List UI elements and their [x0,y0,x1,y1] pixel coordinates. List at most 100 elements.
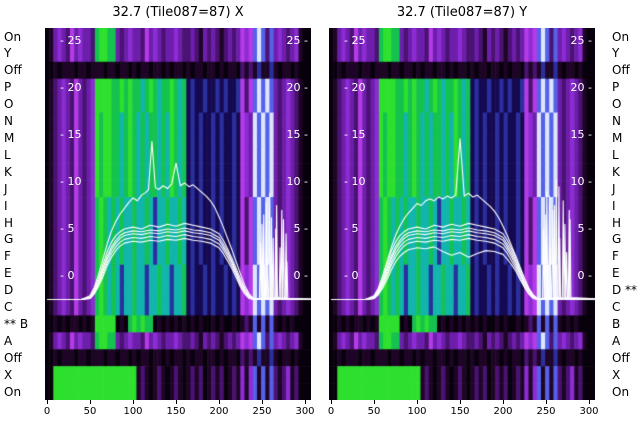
row-label-left: I [4,198,8,213]
y-tick-label-right: 25 - [286,34,308,47]
row-label-right: Off [612,350,630,365]
row-label-left: M [4,130,15,145]
row-label-right: Y [612,46,620,61]
x-tick-label: 250 [252,406,272,417]
y-tick-label-right: 10 - [286,175,308,188]
row-label-left: C [4,300,13,314]
y-tick-label-left: - 20 [60,81,82,94]
row-label-left: N [4,114,13,128]
x-tick-label: 50 [367,406,381,417]
y-tick-label-left: - 15 [60,128,82,141]
y-tick-label-left: - 15 [344,128,366,141]
row-label-left: D [4,283,14,298]
row-label-left: K [4,164,12,179]
x-tick-label: 250 [536,406,556,417]
row-label-left: E [4,266,12,281]
x-tick-label: 100 [407,406,427,417]
y-tick-label-left: - 25 [60,34,82,47]
y-tick-label-left: - 0 [344,269,359,282]
x-tick-mark [47,400,48,404]
x-tick-mark [133,400,134,404]
row-label-right: E [612,266,620,281]
panel-x-title: 32.7 (Tile087=87) X [112,5,244,20]
row-label-right: On [612,29,630,44]
row-label-right: G [612,232,622,247]
y-tick-label-left: - 20 [344,81,366,94]
x-tick-label: 150 [166,406,186,417]
heatmap-x-canvas [45,28,311,400]
row-label-right: M [612,130,623,145]
row-label-left: ** B [4,316,29,331]
y-tick-label-left: - 25 [344,34,366,47]
row-label-left: Off [4,63,22,78]
y-tick-label-right: 20 - [286,81,308,94]
y-tick-label-left: - 0 [60,269,75,282]
row-label-left: Off [4,350,22,365]
x-tick-mark [417,400,418,404]
y-tick-label-right: 25 - [570,34,592,47]
row-label-left: X [4,367,13,382]
row-label-left: J [4,181,8,196]
row-labels-right: On Y Off P O N M L K J I H G F E D ** C B A Off X On [606,28,640,400]
row-labels-left: On Y Off P O N M L K J I H G F E D C ** B A Off X On [0,28,44,400]
heatmap-y-canvas [329,28,595,400]
y-tick-label-left: - 5 [60,222,75,235]
y-tick-label-right: 0 - [577,269,592,282]
row-label-right: H [612,215,622,230]
x-tick-mark [262,400,263,404]
panel-x-pol: 32.7 (Tile087=87) X - 25 25 - - 20 20 - - 15… [44,5,315,417]
y-tick-label-right: 5 - [293,222,308,235]
y-tick-label-left: - 10 [344,175,366,188]
row-label-left: On [4,29,22,44]
y-tick-label-left: - 5 [344,222,359,235]
row-label-right: Off [612,63,630,78]
row-label-right: X [612,367,621,382]
x-tick-mark [176,400,177,404]
row-label-left: F [4,249,11,264]
y-tick-label-right: 0 - [293,269,308,282]
panel-y-pol: 32.7 (Tile087=87) Y - 25 25 - - 20 20 - - 15… [328,5,599,417]
x-tick-mark [305,400,306,404]
row-label-left: O [4,97,14,112]
row-label-right: D ** [612,283,638,298]
row-label-left: A [4,333,13,348]
row-label-right: C [612,300,621,314]
row-label-left: On [4,384,22,399]
x-tick-label: 300 [295,406,315,417]
x-tick-label: 50 [83,406,97,417]
x-tick-label: 150 [450,406,470,417]
y-tick-label-right: 15 - [286,128,308,141]
row-label-left: G [4,232,14,247]
row-label-right: F [612,249,619,264]
x-tick-mark [460,400,461,404]
y-tick-label-left: - 10 [60,175,82,188]
row-label-right: I [612,198,616,213]
row-label-right: B [612,316,621,331]
x-tick-label: 0 [327,406,335,417]
row-label-right: L [612,147,619,162]
x-tick-mark [90,400,91,404]
x-tick-label: 200 [493,406,513,417]
x-tick-mark [503,400,504,404]
row-label-left: Y [4,46,12,61]
y-tick-label-right: 5 - [577,222,592,235]
row-label-left: L [4,147,11,162]
x-tick-mark [374,400,375,404]
row-label-right: O [612,97,622,112]
row-label-left: P [4,80,12,95]
row-label-right: J [612,181,616,196]
row-label-right: K [612,164,620,179]
panel-y-title: 32.7 (Tile087=87) Y [396,5,528,20]
x-tick-label: 200 [209,406,229,417]
row-label-right: N [612,114,621,128]
row-label-right: On [612,384,630,399]
row-label-left: H [4,215,14,230]
x-tick-label: 300 [579,406,599,417]
x-tick-label: 100 [123,406,143,417]
row-label-right: A [612,333,621,348]
row-label-right: P [612,80,620,95]
y-tick-label-right: 20 - [570,81,592,94]
x-tick-mark [546,400,547,404]
x-tick-mark [219,400,220,404]
